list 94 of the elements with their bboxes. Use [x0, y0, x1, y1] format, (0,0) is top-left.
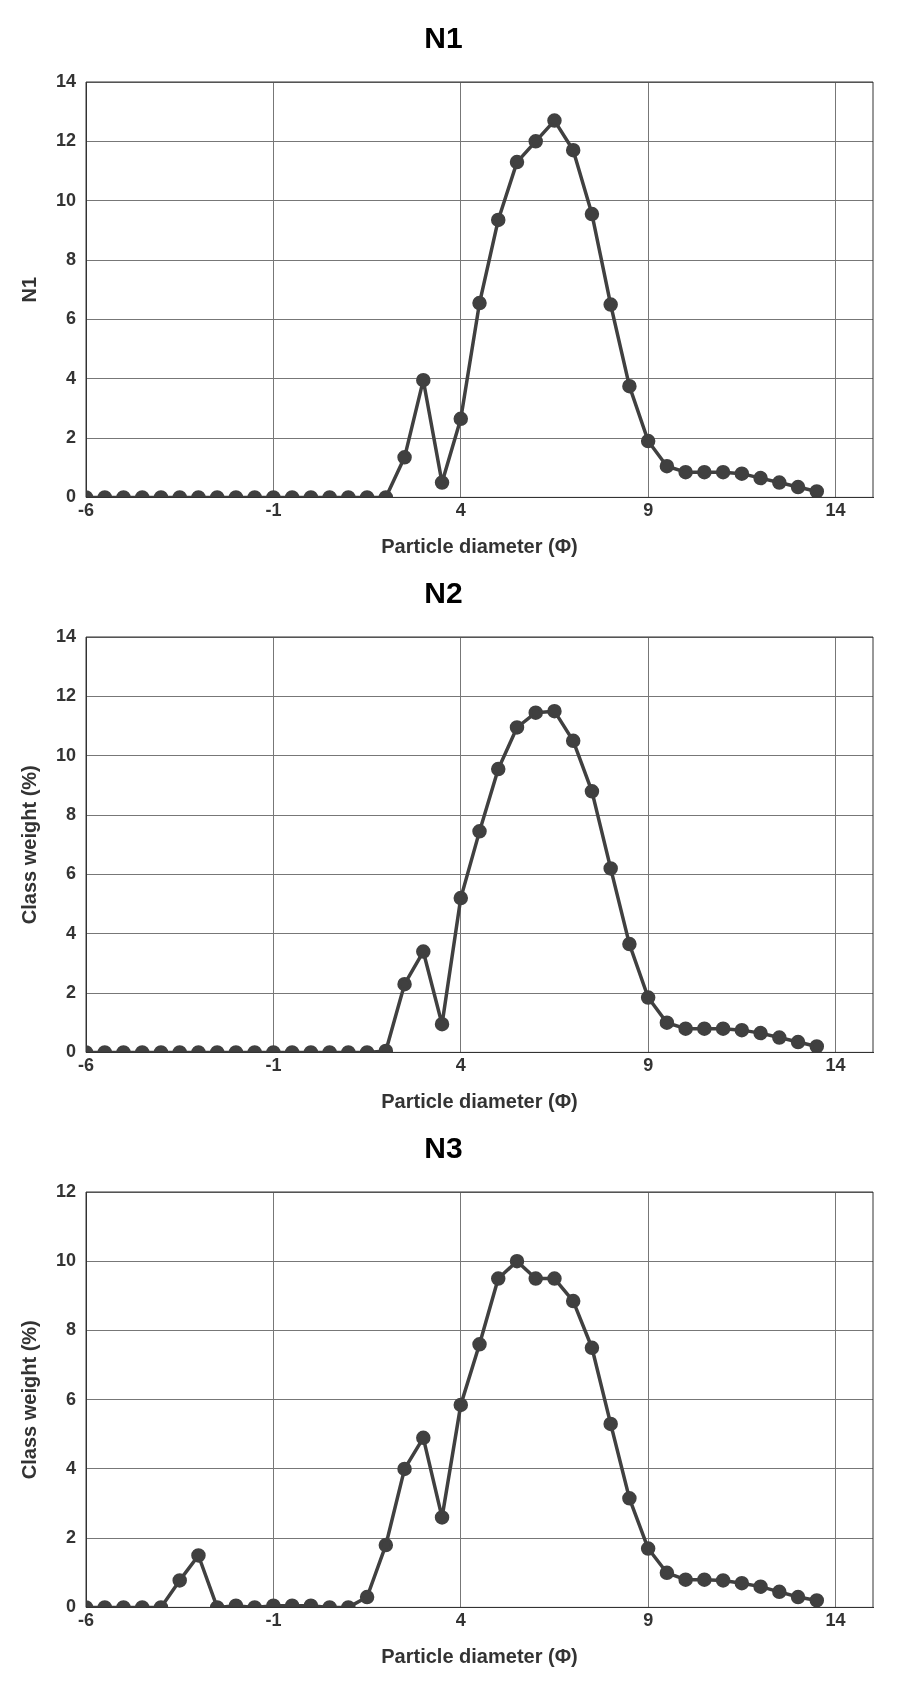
- x-axis-title: Particle diameter (Φ): [381, 534, 578, 557]
- x-tick-label: 14: [825, 1055, 846, 1076]
- point: [565, 1293, 581, 1309]
- point: [359, 1589, 375, 1605]
- point: [659, 1565, 675, 1581]
- x-tick-label: -6: [78, 1055, 95, 1076]
- x-tick-label: 14: [825, 1610, 846, 1631]
- x-tick-label: -6: [78, 500, 95, 521]
- x-axis-title: Particle diameter (Φ): [381, 1644, 578, 1667]
- y-tick-label: 10: [55, 744, 77, 765]
- point: [790, 1589, 806, 1605]
- point: [453, 890, 469, 906]
- point: [528, 1271, 543, 1286]
- point: [622, 1491, 637, 1506]
- x-tick-label: -1: [265, 1610, 282, 1631]
- point: [640, 1541, 656, 1556]
- point: [603, 297, 618, 312]
- point: [453, 1397, 469, 1413]
- point: [472, 295, 487, 311]
- y-axis-title: Class weight (%): [17, 765, 40, 925]
- y-tick-label: 0: [66, 1041, 77, 1062]
- y-tick-label: 4: [66, 922, 77, 943]
- point: [191, 1548, 206, 1563]
- point: [528, 134, 543, 149]
- point: [547, 703, 562, 719]
- point: [734, 1575, 750, 1591]
- point: [809, 1593, 825, 1608]
- point: [434, 1510, 450, 1525]
- chart-title: N2: [424, 576, 463, 610]
- y-tick-label: 8: [66, 804, 77, 824]
- point: [547, 1271, 562, 1286]
- y-tick-label: 10: [55, 189, 77, 210]
- x-tick-label: 9: [643, 1055, 654, 1076]
- point: [622, 378, 637, 394]
- x-axis-title: Particle diameter (Φ): [381, 1089, 578, 1112]
- y-tick-label: 8: [66, 249, 77, 269]
- x-tick-label: 9: [643, 500, 654, 521]
- x-tick-label: 4: [455, 1055, 466, 1076]
- point: [509, 720, 525, 735]
- y-tick-label: 0: [66, 1596, 77, 1617]
- point: [491, 1271, 506, 1286]
- point: [172, 1573, 187, 1588]
- point: [678, 1572, 693, 1587]
- point: [584, 206, 600, 222]
- point: [509, 154, 525, 170]
- y-tick-label: 2: [66, 982, 77, 1003]
- x-tick-label: 14: [825, 500, 846, 521]
- y-tick-label: 6: [66, 308, 77, 329]
- y-axis-title: Class weight (%): [17, 1320, 40, 1480]
- y-tick-label: 4: [66, 1457, 77, 1478]
- y-tick-label: 6: [66, 863, 77, 884]
- point: [697, 1572, 712, 1587]
- y-tick-label: 10: [55, 1250, 77, 1271]
- y-tick-label: 2: [66, 427, 77, 448]
- x-tick-label: 4: [455, 1610, 466, 1631]
- point: [472, 824, 487, 839]
- point: [753, 1579, 768, 1594]
- point: [416, 1430, 431, 1446]
- point: [397, 1461, 412, 1477]
- point: [491, 761, 506, 777]
- y-tick-label: 12: [55, 130, 77, 151]
- point: [528, 705, 543, 720]
- y-axis-title: N1: [17, 276, 40, 303]
- point: [603, 861, 618, 876]
- point: [622, 936, 637, 952]
- point: [715, 1573, 731, 1588]
- x-tick-label: 9: [643, 1610, 654, 1631]
- point: [584, 784, 600, 799]
- point: [772, 1584, 787, 1600]
- x-tick-label: -6: [78, 1610, 95, 1631]
- y-tick-label: 2: [66, 1527, 77, 1548]
- y-tick-label: 14: [55, 625, 77, 646]
- chart-title: N3: [424, 1131, 463, 1165]
- point: [378, 1537, 394, 1553]
- x-tick-label: -1: [265, 1055, 282, 1076]
- y-tick-label: 6: [66, 1388, 77, 1409]
- y-tick-label: 12: [55, 1180, 77, 1201]
- point: [584, 1340, 600, 1356]
- x-tick-label: 4: [455, 500, 466, 521]
- point: [416, 372, 431, 388]
- point: [565, 733, 581, 749]
- point: [491, 212, 506, 228]
- y-tick-label: 0: [66, 486, 77, 507]
- point: [472, 1337, 487, 1352]
- point: [565, 142, 581, 158]
- y-tick-label: 8: [66, 1319, 77, 1340]
- point: [509, 1253, 525, 1269]
- point: [603, 1416, 618, 1432]
- y-tick-label: 4: [66, 367, 77, 388]
- x-tick-label: -1: [265, 500, 282, 521]
- chart-title: N1: [424, 21, 463, 55]
- point: [547, 113, 562, 128]
- y-tick-label: 12: [55, 685, 77, 706]
- y-tick-label: 14: [55, 70, 77, 91]
